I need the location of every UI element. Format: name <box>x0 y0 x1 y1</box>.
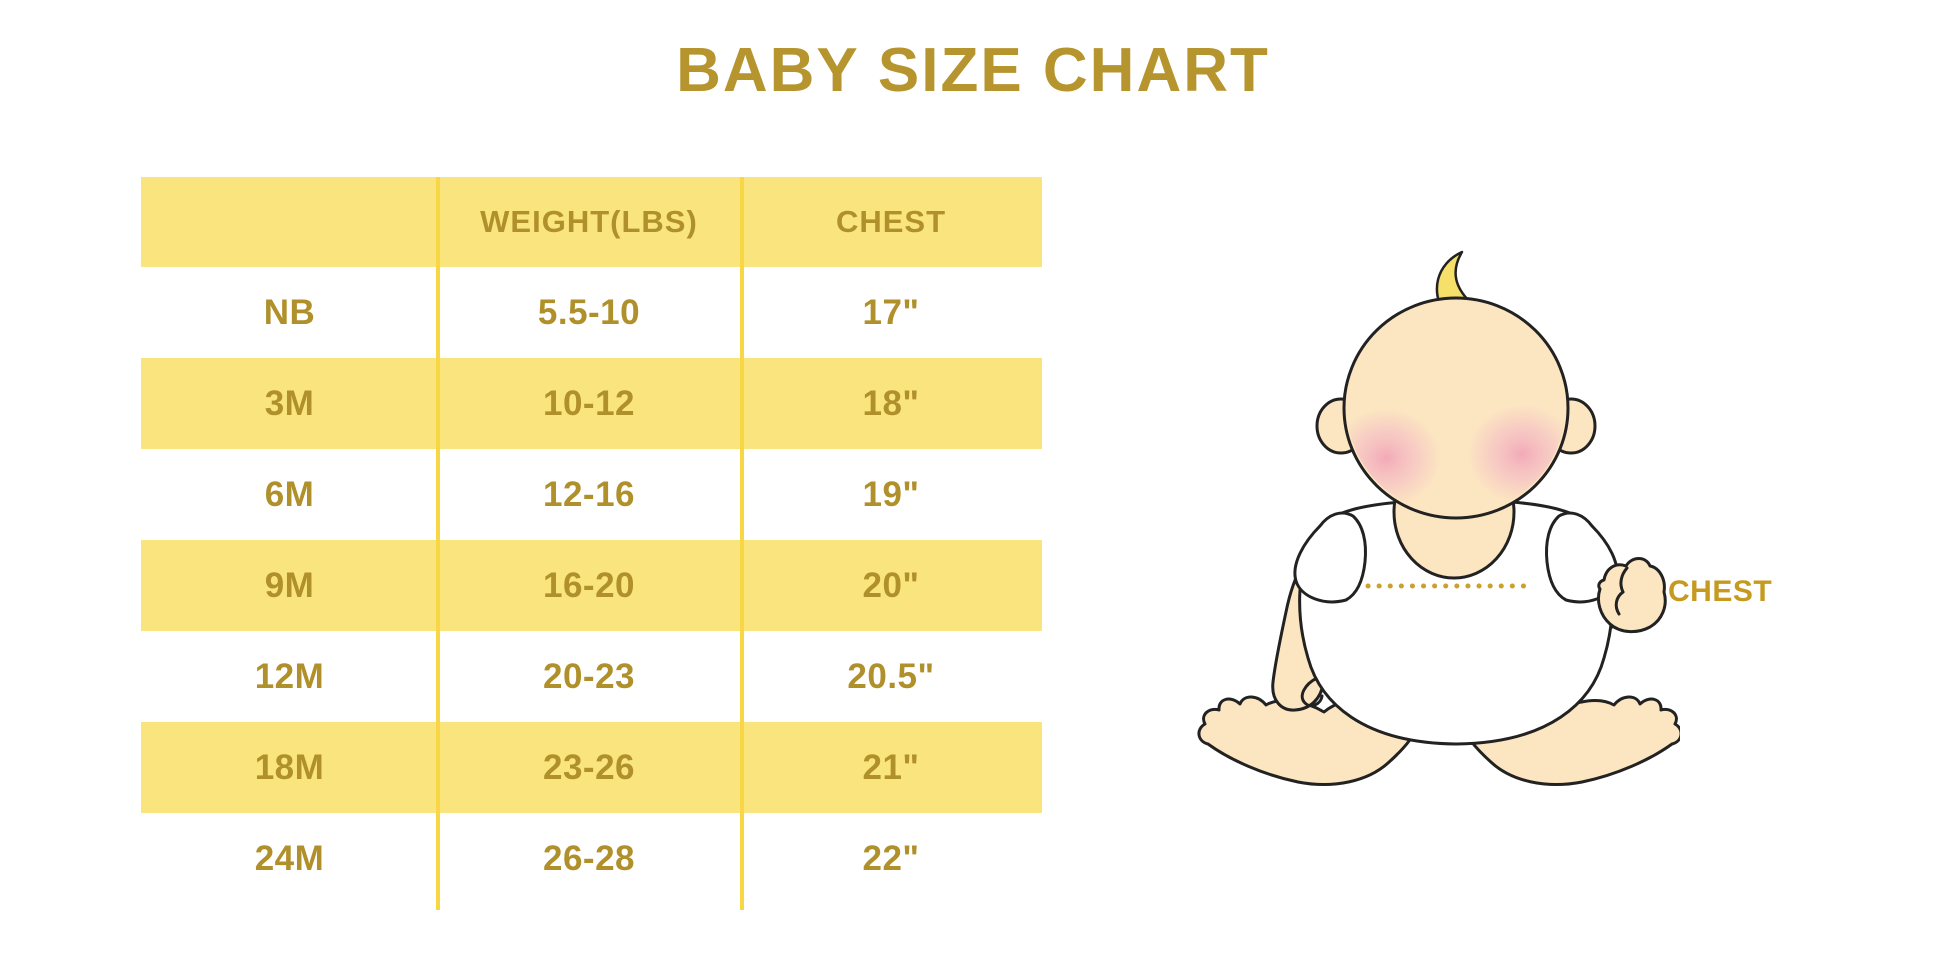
weight-cell: 5.5-10 <box>537 292 641 332</box>
chest-cell: 22" <box>862 838 920 878</box>
table-row: NB 5.5-10 17" <box>141 267 1042 358</box>
baby-right-fist <box>1596 557 1667 633</box>
size-cell: 18M <box>254 747 325 787</box>
weight-cell: 26-28 <box>542 838 636 878</box>
chest-cell: 19" <box>862 474 920 514</box>
size-cell: 9M <box>264 565 315 605</box>
chest-cell: 20.5" <box>847 656 935 696</box>
column-divider <box>436 177 440 910</box>
chest-cell: 21" <box>862 747 920 787</box>
baby-right-blush <box>1467 404 1565 504</box>
table-row: 18M 23-26 21" <box>141 722 1042 813</box>
size-cell: 6M <box>264 474 315 514</box>
table-row: 3M 10-12 18" <box>141 358 1042 449</box>
size-cell: NB <box>263 292 316 332</box>
weight-cell: 12-16 <box>542 474 636 514</box>
table-row: 9M 16-20 20" <box>141 540 1042 631</box>
table-row: 12M 20-23 20.5" <box>141 631 1042 722</box>
baby-left-hand-finger <box>1300 676 1324 708</box>
size-cell: 12M <box>254 656 325 696</box>
column-divider <box>740 177 744 910</box>
page-title: BABY SIZE CHART <box>676 36 1270 105</box>
baby-illustration <box>1197 250 1680 786</box>
baby-fist-finger-line <box>1619 566 1629 594</box>
size-cell: 3M <box>264 383 315 423</box>
chest-cell: 17" <box>862 292 920 332</box>
weight-cell: 16-20 <box>542 565 636 605</box>
size-table: WEIGHT(LBS) CHEST NB 5.5-10 17" 3M 10-12… <box>141 177 1042 910</box>
header-weight: WEIGHT(LBS) <box>480 204 698 239</box>
chest-cell: 20" <box>862 565 920 605</box>
baby-left-sleeve <box>1293 511 1367 604</box>
baby-fist-finger-line <box>1614 590 1625 616</box>
weight-cell: 20-23 <box>542 656 636 696</box>
table-header-row: WEIGHT(LBS) CHEST <box>141 177 1042 267</box>
chest-measurement-label: CHEST <box>1668 575 1773 608</box>
weight-cell: 23-26 <box>542 747 636 787</box>
table-row: 24M 26-28 22" <box>141 813 1042 904</box>
header-size <box>141 177 438 267</box>
size-cell: 24M <box>254 838 325 878</box>
header-chest: CHEST <box>835 204 947 239</box>
chest-cell: 18" <box>862 383 920 423</box>
table-row: 6M 12-16 19" <box>141 449 1042 540</box>
weight-cell: 10-12 <box>542 383 636 423</box>
